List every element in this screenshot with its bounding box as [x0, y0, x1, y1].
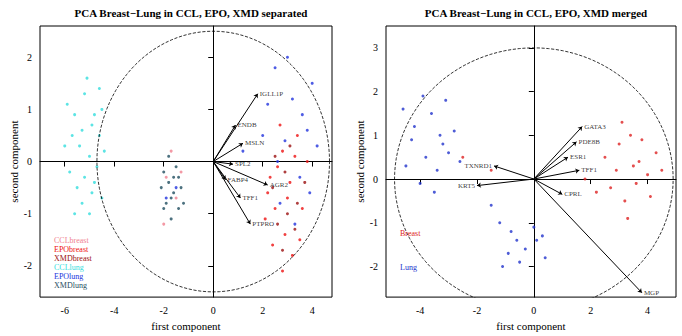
svg-text:-4: -4: [416, 305, 424, 316]
svg-text:ENDB: ENDB: [237, 121, 256, 129]
svg-text:second component: second component: [354, 120, 366, 202]
svg-text:0: 0: [211, 305, 216, 316]
svg-text:GATA3: GATA3: [584, 123, 606, 131]
svg-text:AGR2: AGR2: [270, 181, 289, 189]
svg-text:2: 2: [260, 305, 265, 316]
svg-text:-2: -2: [24, 260, 32, 271]
svg-text:2: 2: [373, 86, 378, 97]
svg-text:1: 1: [373, 130, 378, 141]
svg-text:-1: -1: [24, 208, 32, 219]
svg-text:XMDlung: XMDlung: [54, 281, 87, 290]
svg-text:-2: -2: [160, 305, 168, 316]
svg-text:-6: -6: [61, 305, 69, 316]
svg-text:IGLL1P: IGLL1P: [260, 90, 283, 98]
svg-text:Breast: Breast: [400, 229, 421, 238]
svg-text:2: 2: [588, 305, 593, 316]
svg-text:TFF1: TFF1: [242, 194, 258, 202]
svg-text:MGP: MGP: [644, 289, 659, 297]
svg-text:FABP4: FABP4: [228, 176, 249, 184]
svg-text:PTPRO: PTPRO: [252, 220, 274, 228]
svg-text:4: 4: [310, 305, 315, 316]
svg-text:-1: -1: [370, 217, 378, 228]
svg-text:3: 3: [373, 42, 378, 53]
svg-text:SPL2: SPL2: [235, 160, 251, 168]
svg-text:-2: -2: [473, 305, 481, 316]
svg-text:CCLbreast: CCLbreast: [54, 236, 89, 245]
svg-text:1: 1: [27, 104, 32, 115]
svg-text:0: 0: [373, 174, 378, 185]
svg-text:XMDbreast: XMDbreast: [54, 254, 93, 263]
svg-text:CCLlung: CCLlung: [54, 263, 84, 272]
svg-text:0: 0: [27, 156, 32, 167]
svg-text:TFF1: TFF1: [581, 166, 597, 174]
svg-text:PCA Breast−Lung in CCL, EPO, X: PCA Breast−Lung in CCL, EPO, XMD separat…: [75, 7, 308, 19]
svg-text:-4: -4: [110, 305, 118, 316]
svg-text:CPRL: CPRL: [564, 190, 582, 198]
svg-text:Lung: Lung: [400, 263, 417, 272]
svg-text:first component: first component: [151, 320, 220, 332]
svg-text:KRT5: KRT5: [458, 182, 476, 190]
svg-text:ESR1: ESR1: [570, 153, 587, 161]
svg-text:4: 4: [645, 305, 650, 316]
svg-text:second component: second component: [8, 120, 20, 202]
svg-text:PDE8B: PDE8B: [578, 138, 600, 146]
svg-text:2: 2: [27, 52, 32, 63]
svg-text:-2: -2: [370, 261, 378, 272]
svg-text:EPOlung: EPOlung: [54, 272, 83, 281]
svg-text:PCA Breast−Lung in CCL, EPO, X: PCA Breast−Lung in CCL, EPO, XMD merged: [425, 7, 647, 19]
svg-text:MSLN: MSLN: [245, 139, 264, 147]
svg-text:first component: first component: [496, 320, 565, 332]
svg-text:EPObreast: EPObreast: [54, 245, 89, 254]
svg-text:TXNRD1: TXNRD1: [464, 162, 492, 170]
svg-text:0: 0: [531, 305, 536, 316]
